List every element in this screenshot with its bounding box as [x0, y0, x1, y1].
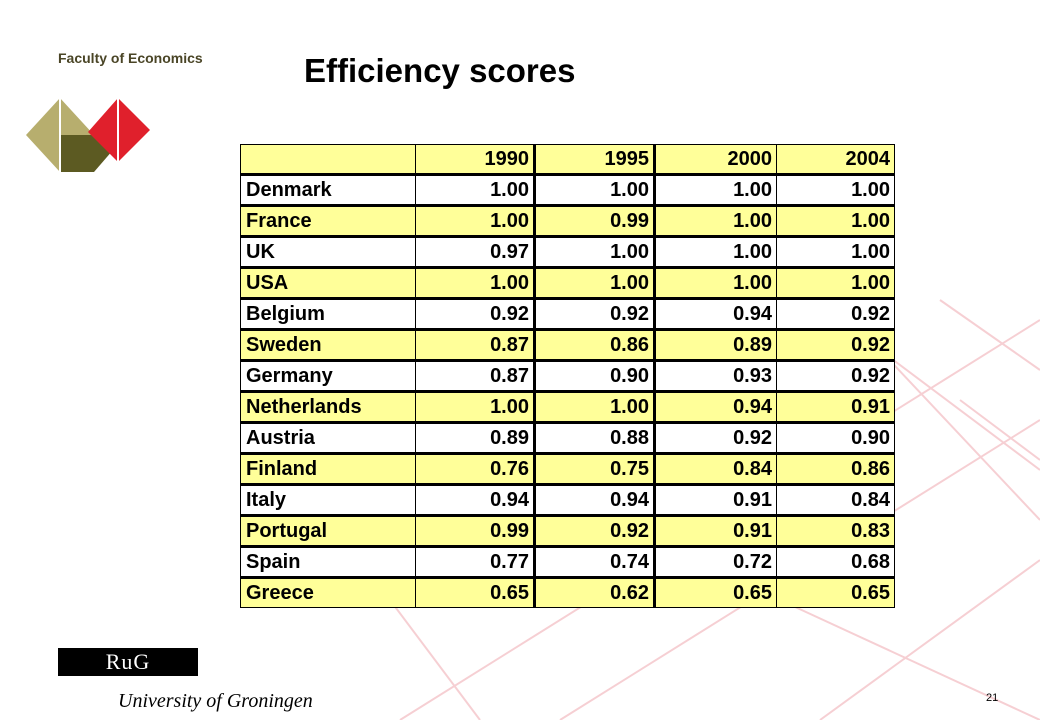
score-cell: 1.00 [653, 173, 777, 206]
score-cell: 0.65 [776, 576, 895, 608]
rug-logo: RuG [58, 648, 198, 676]
score-cell: 0.90 [776, 421, 895, 454]
country-cell: Italy [240, 483, 416, 516]
score-cell: 1.00 [533, 173, 655, 206]
header-year-cell: 2000 [653, 144, 777, 175]
score-cell: 0.94 [415, 483, 535, 516]
score-cell: 1.00 [415, 390, 535, 423]
page-number: 21 [986, 692, 999, 704]
table-row: Italy 0.94 0.94 0.91 0.84 [240, 483, 895, 516]
table-row: Sweden 0.87 0.86 0.89 0.92 [240, 328, 895, 361]
score-cell: 0.88 [533, 421, 655, 454]
score-cell: 0.92 [776, 359, 895, 392]
score-cell: 1.00 [776, 204, 895, 237]
score-cell: 0.87 [415, 359, 535, 392]
table-row: USA 1.00 1.00 1.00 1.00 [240, 266, 895, 299]
score-cell: 0.90 [533, 359, 655, 392]
score-cell: 1.00 [415, 173, 535, 206]
table-row: Belgium 0.92 0.92 0.94 0.92 [240, 297, 895, 330]
table-row: Finland 0.76 0.75 0.84 0.86 [240, 452, 895, 485]
score-cell: 0.87 [415, 328, 535, 361]
score-cell: 1.00 [776, 173, 895, 206]
score-cell: 0.92 [415, 297, 535, 330]
score-cell: 0.83 [776, 514, 895, 547]
score-cell: 0.76 [415, 452, 535, 485]
score-cell: 1.00 [415, 204, 535, 237]
score-cell: 0.65 [653, 576, 777, 608]
score-cell: 0.65 [415, 576, 535, 608]
score-cell: 0.75 [533, 452, 655, 485]
table-row: Germany 0.87 0.90 0.93 0.92 [240, 359, 895, 392]
score-cell: 0.68 [776, 545, 895, 578]
table-row: Spain 0.77 0.74 0.72 0.68 [240, 545, 895, 578]
country-cell: France [240, 204, 416, 237]
score-cell: 0.89 [415, 421, 535, 454]
score-cell: 0.89 [653, 328, 777, 361]
score-cell: 0.91 [776, 390, 895, 423]
efficiency-table: 1990 1995 2000 2004 Denmark 1.00 1.00 1.00 1.00 F… [240, 144, 895, 608]
faculty-label: Faculty of Economics [58, 50, 203, 66]
score-cell: 1.00 [533, 235, 655, 268]
header-year-cell: 1995 [533, 144, 655, 175]
country-cell: Portugal [240, 514, 416, 547]
header-year-cell: 1990 [415, 144, 535, 175]
score-cell: 0.97 [415, 235, 535, 268]
country-cell: USA [240, 266, 416, 299]
score-cell: 0.94 [533, 483, 655, 516]
country-cell: Netherlands [240, 390, 416, 423]
score-cell: 0.94 [653, 390, 777, 423]
score-cell: 1.00 [533, 390, 655, 423]
score-cell: 1.00 [653, 204, 777, 237]
table-row: Netherlands 1.00 1.00 0.94 0.91 [240, 390, 895, 423]
table-row: Austria 0.89 0.88 0.92 0.90 [240, 421, 895, 454]
country-cell: Spain [240, 545, 416, 578]
header-year-cell: 2004 [776, 144, 895, 175]
score-cell: 0.91 [653, 483, 777, 516]
score-cell: 0.99 [415, 514, 535, 547]
score-cell: 0.92 [776, 297, 895, 330]
header-blank-cell [240, 144, 416, 175]
score-cell: 0.74 [533, 545, 655, 578]
table-header-row: 1990 1995 2000 2004 [240, 144, 895, 175]
score-cell: 1.00 [653, 235, 777, 268]
page-title: Efficiency scores [304, 52, 576, 89]
score-cell: 0.86 [533, 328, 655, 361]
table-row: UK 0.97 1.00 1.00 1.00 [240, 235, 895, 268]
country-cell: Denmark [240, 173, 416, 206]
score-cell: 1.00 [415, 266, 535, 299]
country-cell: Germany [240, 359, 416, 392]
score-cell: 0.86 [776, 452, 895, 485]
table-row: Denmark 1.00 1.00 1.00 1.00 [240, 173, 895, 206]
university-name: University of Groningen [118, 690, 313, 712]
score-cell: 0.62 [533, 576, 655, 608]
country-cell: Greece [240, 576, 416, 608]
score-cell: 0.92 [653, 421, 777, 454]
score-cell: 0.91 [653, 514, 777, 547]
score-cell: 1.00 [653, 266, 777, 299]
score-cell: 1.00 [533, 266, 655, 299]
table-row: France 1.00 0.99 1.00 1.00 [240, 204, 895, 237]
score-cell: 0.99 [533, 204, 655, 237]
score-cell: 0.72 [653, 545, 777, 578]
country-cell: Sweden [240, 328, 416, 361]
score-cell: 0.92 [533, 297, 655, 330]
country-cell: Belgium [240, 297, 416, 330]
score-cell: 0.93 [653, 359, 777, 392]
score-cell: 1.00 [776, 235, 895, 268]
score-cell: 0.84 [776, 483, 895, 516]
country-cell: UK [240, 235, 416, 268]
score-cell: 0.92 [776, 328, 895, 361]
score-cell: 0.94 [653, 297, 777, 330]
table-row: Portugal 0.99 0.92 0.91 0.83 [240, 514, 895, 547]
score-cell: 1.00 [776, 266, 895, 299]
country-cell: Austria [240, 421, 416, 454]
score-cell: 0.84 [653, 452, 777, 485]
faculty-logo-icon [26, 98, 150, 172]
table-row: Greece 0.65 0.62 0.65 0.65 [240, 576, 895, 608]
country-cell: Finland [240, 452, 416, 485]
score-cell: 0.77 [415, 545, 535, 578]
score-cell: 0.92 [533, 514, 655, 547]
